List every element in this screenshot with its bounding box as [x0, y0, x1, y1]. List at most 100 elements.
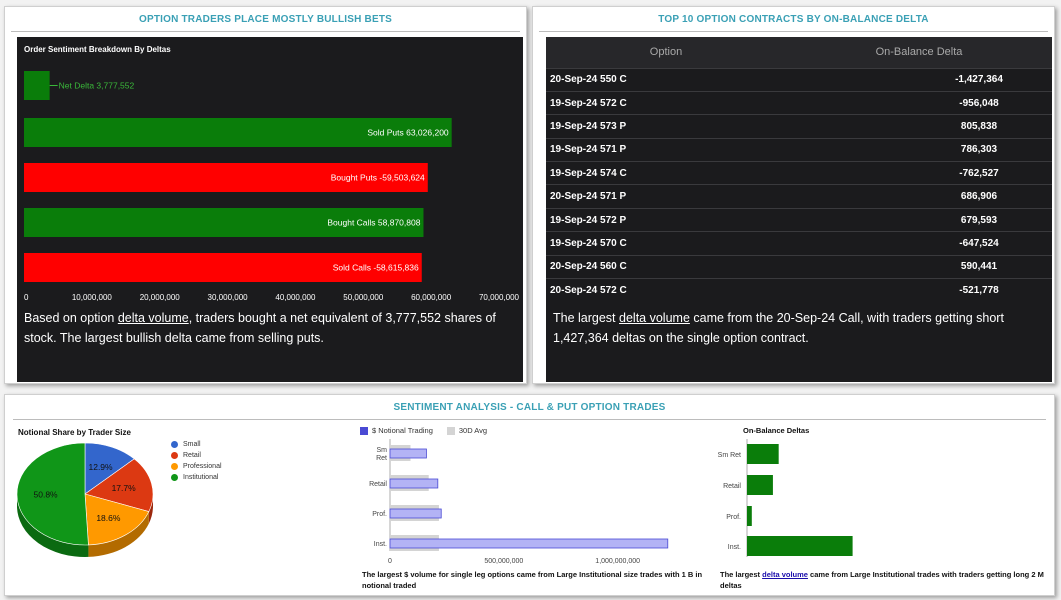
order-sentiment-description: Based on option delta volume, traders bo…: [24, 308, 519, 348]
pie-legend: Small Retail Professional Institutional: [171, 439, 222, 483]
table-row[interactable]: 19-Sep-24 572 P 679,593: [546, 207, 1052, 232]
data-label: Net Delta 3,777,552: [59, 81, 135, 91]
delta-cell: -521,778: [786, 278, 1052, 302]
notional-bar: [389, 448, 427, 459]
notional-share-pie-chart: 12.9% 17.7% 18.6% 50.8%: [16, 442, 154, 557]
delta-cell: 805,838: [786, 114, 1052, 139]
legend-dot: [171, 474, 178, 481]
delta-cell: 590,441: [786, 254, 1052, 279]
bar-sold-calls: [24, 253, 422, 282]
table-row[interactable]: 19-Sep-24 574 C -762,527: [546, 161, 1052, 185]
option-cell: 20-Sep-24 550 C: [546, 67, 786, 92]
table-row[interactable]: 20-Sep-24 560 C 590,441: [546, 254, 1052, 279]
x-tick-label: 20,000,000: [140, 293, 181, 302]
notional-bar: [389, 478, 439, 489]
legend-item-small[interactable]: Small: [171, 439, 222, 450]
table-row[interactable]: 19-Sep-24 570 C -647,524: [546, 231, 1052, 256]
x-tick-label: 1,000,000,000: [595, 558, 640, 565]
x-tick-label: 70,000,000: [479, 293, 520, 302]
delta-cell: -956,048: [786, 90, 1052, 115]
y-tick-label: Prof.: [726, 514, 741, 521]
option-column-header[interactable]: Option: [546, 37, 786, 68]
top-contracts-panel: TOP 10 OPTION CONTRACTS BY ON-BALANCE DE…: [532, 6, 1055, 384]
bar-net-delta: [24, 71, 50, 100]
bar-bought-calls: [24, 208, 424, 237]
obd-bar: [747, 506, 752, 526]
legend-item-institutional[interactable]: Institutional: [171, 472, 222, 483]
notional-description: The largest $ volume for single leg opti…: [362, 570, 703, 590]
delta-volume-link[interactable]: delta volume: [619, 311, 690, 325]
pie-slice-side: [148, 494, 153, 524]
y-tick-label: Retail: [369, 481, 387, 488]
legend-item-professional[interactable]: Professional: [171, 461, 222, 472]
delta-cell: 686,906: [786, 184, 1052, 209]
y-tick-label: Ret: [376, 455, 387, 462]
chart-title: Order Sentiment Breakdown By Deltas: [24, 45, 171, 54]
legend-label: Retail: [183, 452, 201, 459]
delta-cell: -1,427,364: [786, 67, 1052, 92]
data-label: Sold Puts 63,026,200: [367, 128, 449, 138]
avg-legend-swatch: [446, 426, 455, 435]
legend-label: Professional: [183, 463, 222, 470]
order-sentiment-chart-area: Order Sentiment Breakdown By Deltas Net D…: [17, 37, 523, 382]
table-row[interactable]: 19-Sep-24 572 C -956,048: [546, 90, 1052, 115]
delta-volume-link[interactable]: delta volume: [117, 311, 189, 325]
notional-bar: [389, 508, 442, 519]
delta-cell: -647,524: [786, 231, 1052, 256]
table-row[interactable]: 19-Sep-24 571 P 786,303: [546, 137, 1052, 162]
option-cell: 19-Sep-24 574 C: [546, 161, 786, 185]
x-tick-label: 500,000,000: [484, 558, 523, 565]
bar-bought-puts: [24, 163, 428, 192]
legend-label: Small: [183, 441, 201, 448]
option-cell: 19-Sep-24 573 P: [546, 114, 786, 139]
obd-description: The largest delta volume came from Large…: [720, 569, 1055, 591]
table-row[interactable]: 20-Sep-24 572 C -521,778: [546, 278, 1052, 302]
option-cell: 20-Sep-24 560 C: [546, 254, 786, 279]
table-header-row: Option On-Balance Delta: [546, 37, 1052, 68]
x-tick-label: 10,000,000: [72, 293, 113, 302]
delta-volume-link[interactable]: delta volume: [762, 570, 808, 579]
on-balance-deltas-chart: Sm Ret Retail Prof. Inst.: [718, 439, 853, 557]
data-label: Bought Calls 58,870,808: [327, 218, 420, 228]
pie-chart-title: Notional Share by Trader Size: [18, 428, 131, 437]
table-row[interactable]: 20-Sep-24 571 P 686,906: [546, 184, 1052, 209]
panel-title: OPTION TRADERS PLACE MOSTLY BULLISH BETS: [11, 7, 520, 32]
pie-slice-institutional: [16, 442, 89, 546]
legend-label: Institutional: [183, 474, 219, 481]
pie-slice-small: [84, 442, 135, 495]
option-cell: 20-Sep-24 571 P: [546, 184, 786, 209]
desc-text: The largest: [553, 311, 620, 325]
pie-label: 17.7%: [112, 483, 137, 493]
bar-sold-puts: [24, 118, 452, 147]
y-tick-label: Sm Ret: [718, 452, 741, 459]
legend-item-retail[interactable]: Retail: [171, 450, 222, 461]
delta-column-header[interactable]: On-Balance Delta: [786, 37, 1052, 68]
option-cell: 19-Sep-24 572 C: [546, 90, 786, 115]
table-row[interactable]: 20-Sep-24 550 C -1,427,364: [546, 67, 1052, 92]
notional-legend-swatch: [360, 426, 368, 435]
obd-bar: [747, 444, 779, 464]
legend-dot: [171, 441, 178, 448]
notional-bar: [389, 538, 669, 549]
order-sentiment-chart: Order Sentiment Breakdown By Deltas Net D…: [24, 45, 520, 302]
option-cell: 19-Sep-24 570 C: [546, 231, 786, 256]
panel-title: TOP 10 OPTION CONTRACTS BY ON-BALANCE DE…: [539, 7, 1048, 32]
pie-slice-professional: [84, 493, 150, 546]
y-tick-label: Sm: [377, 447, 388, 454]
panel-title: SENTIMENT ANALYSIS - CALL & PUT OPTION T…: [13, 395, 1046, 420]
obd-bar: [747, 536, 853, 556]
delta-cell: 786,303: [786, 137, 1052, 162]
x-tick-label: 30,000,000: [208, 293, 249, 302]
option-cell: 20-Sep-24 572 C: [546, 278, 786, 302]
x-tick-label: 0: [388, 558, 392, 565]
obd-chart-title: On-Balance Deltas: [743, 426, 810, 435]
x-tick-label: 50,000,000: [343, 293, 384, 302]
order-sentiment-panel: OPTION TRADERS PLACE MOSTLY BULLISH BETS…: [4, 6, 527, 384]
delta-cell: -762,527: [786, 161, 1052, 185]
top-contracts-table: Option On-Balance Delta 20-Sep-24 550 C-…: [546, 37, 1052, 302]
avg-legend-label: 30D Avg: [458, 426, 488, 435]
table-row[interactable]: 19-Sep-24 573 P 805,838: [546, 114, 1052, 139]
x-tick-label: 0: [24, 293, 29, 302]
desc-text: came from Large Institutional trades wit…: [720, 570, 1044, 590]
